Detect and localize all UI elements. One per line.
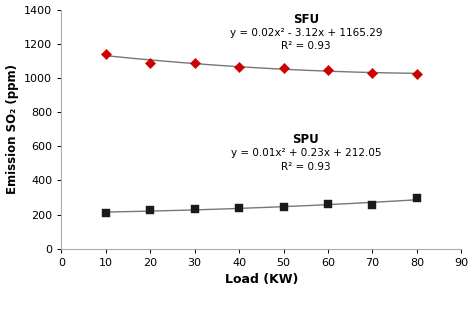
Point xyxy=(191,61,199,66)
Point xyxy=(369,202,376,207)
Point xyxy=(102,210,109,215)
Point xyxy=(413,196,421,201)
Point xyxy=(235,206,243,211)
Text: SPU: SPU xyxy=(292,133,319,146)
Text: SFU: SFU xyxy=(293,13,319,26)
X-axis label: Load (KW): Load (KW) xyxy=(225,273,298,286)
Point xyxy=(369,70,376,76)
Point xyxy=(324,201,332,206)
Point xyxy=(146,208,154,213)
Point xyxy=(102,51,109,56)
Y-axis label: Emission SO₂ (ppm): Emission SO₂ (ppm) xyxy=(6,64,18,194)
Point xyxy=(235,65,243,70)
Point xyxy=(413,71,421,76)
Text: R² = 0.93: R² = 0.93 xyxy=(281,162,330,172)
Point xyxy=(280,205,287,210)
Text: R² = 0.93: R² = 0.93 xyxy=(281,41,330,51)
Point xyxy=(191,207,199,212)
Point xyxy=(324,68,332,73)
Point xyxy=(146,60,154,65)
Text: y = 0.01x² + 0.23x + 212.05: y = 0.01x² + 0.23x + 212.05 xyxy=(230,148,381,158)
Text: y = 0.02x² - 3.12x + 1165.29: y = 0.02x² - 3.12x + 1165.29 xyxy=(229,28,382,39)
Point xyxy=(280,66,287,71)
